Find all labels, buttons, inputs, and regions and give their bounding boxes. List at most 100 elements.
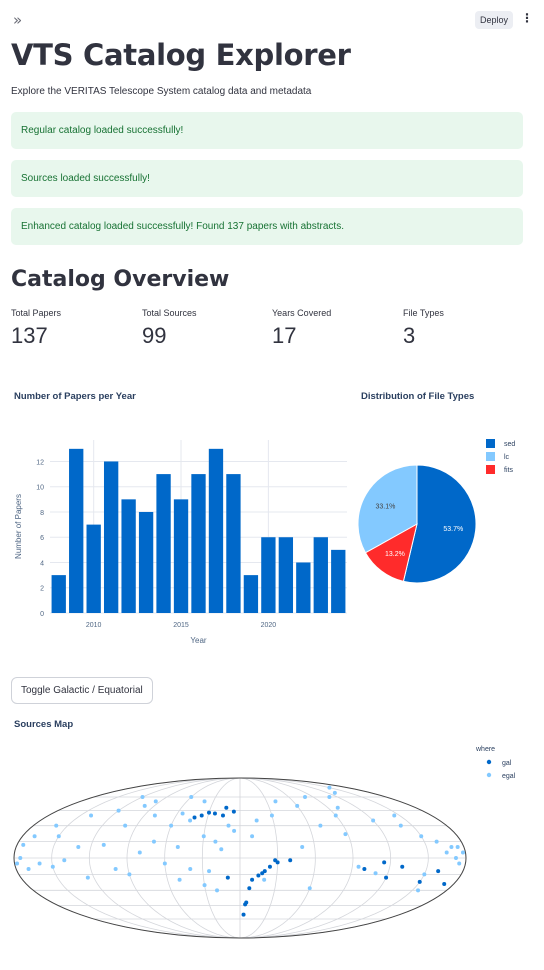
source-point-egal bbox=[307, 886, 312, 891]
source-point-egal bbox=[18, 856, 23, 860]
file-types-pie-chart: 53.7% 13.2% 33.1% sed lc fits bbox=[357, 439, 515, 584]
source-point-egal bbox=[140, 795, 145, 800]
source-point-egal bbox=[318, 823, 323, 828]
source-point-gal bbox=[231, 809, 236, 814]
source-point-gal bbox=[260, 871, 265, 876]
source-point-egal bbox=[295, 803, 300, 808]
bar bbox=[69, 448, 84, 613]
source-point-gal bbox=[384, 875, 389, 880]
source-point-gal bbox=[225, 875, 230, 880]
legend-label-gal: gal bbox=[502, 760, 512, 767]
bar bbox=[296, 562, 311, 613]
source-point-gal bbox=[247, 886, 252, 891]
source-point-gal bbox=[288, 858, 293, 863]
bar bbox=[261, 537, 276, 613]
source-point-gal bbox=[192, 815, 197, 820]
source-point-gal bbox=[224, 805, 229, 810]
source-point-egal bbox=[153, 799, 158, 804]
metric-years-covered: Years Covered 17 bbox=[272, 308, 331, 349]
source-point-egal bbox=[250, 834, 255, 839]
bar bbox=[278, 537, 294, 613]
source-point-egal bbox=[343, 832, 348, 837]
legend-title: where bbox=[475, 746, 495, 753]
source-point-egal bbox=[85, 875, 90, 880]
metric-total-papers: Total Papers 137 bbox=[11, 308, 61, 349]
source-point-gal bbox=[199, 813, 204, 818]
deploy-button[interactable]: Deploy bbox=[475, 11, 514, 29]
papers-per-year-bar-chart: 0 2 4 6 8 10 12 2010 2015 2020 Year Number of Paper… bbox=[14, 440, 347, 645]
source-point-egal bbox=[54, 823, 59, 828]
source-point-egal bbox=[333, 813, 338, 818]
metric-value: 99 bbox=[142, 323, 167, 348]
source-point-egal bbox=[188, 866, 193, 871]
source-point-egal bbox=[455, 845, 460, 850]
pie-slice-label: 33.1% bbox=[376, 503, 396, 510]
source-point-egal bbox=[419, 834, 424, 839]
source-point-egal bbox=[449, 845, 454, 850]
success-alert-sources: Sources loaded successfully! bbox=[11, 160, 523, 197]
source-point-egal bbox=[175, 845, 180, 850]
y-tick-label: 6 bbox=[40, 535, 44, 542]
y-tick-label: 4 bbox=[40, 560, 44, 567]
source-point-egal bbox=[273, 799, 278, 804]
source-point-egal bbox=[123, 823, 128, 828]
source-point-egal bbox=[392, 813, 397, 818]
bar bbox=[208, 448, 224, 613]
source-point-egal bbox=[50, 864, 55, 869]
source-point-egal bbox=[262, 877, 267, 882]
source-point-egal bbox=[226, 823, 231, 828]
source-point-egal bbox=[373, 871, 378, 876]
bar bbox=[51, 575, 66, 613]
source-point-gal bbox=[417, 879, 422, 884]
metric-value: 17 bbox=[272, 323, 297, 348]
source-point-gal bbox=[220, 813, 225, 818]
source-point-egal bbox=[142, 803, 147, 808]
source-point-egal bbox=[215, 888, 220, 893]
y-axis-label: Number of Papers bbox=[14, 494, 23, 559]
metric-file-types: File Types 3 bbox=[403, 308, 444, 349]
source-point-egal bbox=[37, 861, 42, 866]
source-point-egal bbox=[398, 823, 403, 828]
pie-slice-lc bbox=[357, 464, 418, 554]
bar bbox=[226, 474, 241, 613]
x-tick-label: 2010 bbox=[86, 622, 102, 629]
source-point-egal bbox=[113, 866, 118, 871]
source-point-gal bbox=[382, 860, 387, 865]
y-tick-label: 2 bbox=[40, 586, 44, 593]
source-point-egal bbox=[302, 795, 307, 800]
metric-value: 3 bbox=[403, 323, 416, 348]
source-point-egal bbox=[202, 883, 207, 888]
source-point-egal bbox=[32, 834, 37, 839]
source-point-gal bbox=[400, 864, 405, 869]
metric-label: Total Sources bbox=[142, 308, 197, 318]
source-point-egal bbox=[62, 858, 67, 863]
y-tick-label: 12 bbox=[36, 459, 44, 466]
source-point-egal bbox=[327, 785, 332, 790]
pie-slice-label: 53.7% bbox=[443, 526, 463, 533]
vertical-ellipsis-icon[interactable]: ⋮ bbox=[521, 11, 533, 25]
legend-label-sed: sed bbox=[504, 441, 515, 448]
bar bbox=[243, 575, 259, 613]
pie-slice-sed bbox=[402, 464, 477, 584]
source-point-egal bbox=[371, 818, 376, 823]
bar bbox=[138, 511, 154, 613]
x-axis-label: Year bbox=[190, 636, 207, 645]
double-chevron-right-icon[interactable]: » bbox=[13, 11, 22, 29]
pie-chart-title: Distribution of File Types bbox=[361, 391, 475, 402]
source-point-gal bbox=[243, 902, 248, 907]
source-point-egal bbox=[254, 818, 259, 823]
source-point-egal bbox=[219, 847, 224, 852]
source-point-egal bbox=[213, 839, 218, 844]
source-point-egal bbox=[327, 795, 332, 800]
toggle-galactic-equatorial-button[interactable]: Toggle Galactic / Equatorial bbox=[11, 677, 153, 704]
source-point-egal bbox=[189, 795, 194, 800]
metric-label: File Types bbox=[403, 308, 444, 318]
source-point-egal bbox=[460, 850, 465, 855]
source-point-gal bbox=[256, 873, 261, 878]
bar bbox=[103, 461, 119, 613]
source-point-egal bbox=[162, 861, 167, 866]
bar bbox=[86, 524, 101, 613]
source-point-egal bbox=[56, 834, 61, 839]
source-point-gal bbox=[436, 869, 441, 874]
bar bbox=[156, 474, 171, 613]
